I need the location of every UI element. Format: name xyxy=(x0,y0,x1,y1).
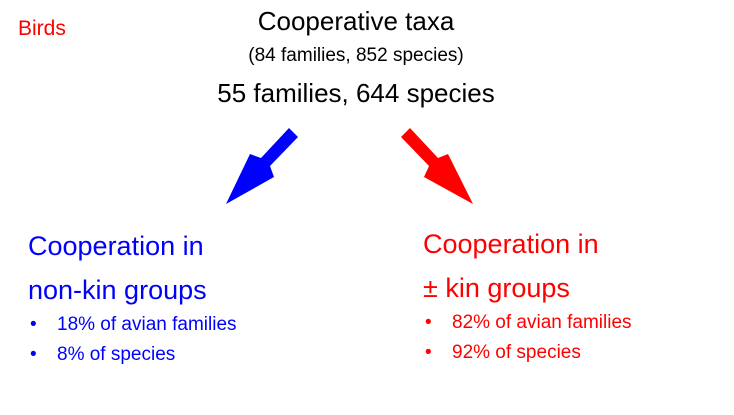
taxon-label: Birds xyxy=(18,17,66,40)
list-item: • 92% of species xyxy=(423,338,632,368)
heading-line: Cooperation in xyxy=(28,231,204,261)
nonkin-bullets: • 18% of avian families • 8% of species xyxy=(28,310,237,370)
bullet-icon: • xyxy=(425,342,432,363)
bullet-icon: • xyxy=(30,344,37,365)
counts: 55 families, 644 species xyxy=(217,78,495,108)
heading-line: Cooperation in xyxy=(423,229,599,259)
bullet-icon: • xyxy=(30,314,37,335)
heading-line: ± kin groups xyxy=(423,273,570,303)
blue-arrow xyxy=(226,128,298,204)
kin-heading: Cooperation in ± kin groups xyxy=(423,222,599,310)
nonkin-heading: Cooperation in non-kin groups xyxy=(28,224,207,312)
red-arrow xyxy=(401,128,473,204)
title: Cooperative taxa xyxy=(257,6,455,36)
subtitle: (84 families, 852 species) xyxy=(248,45,464,66)
bullet-icon: • xyxy=(425,312,432,333)
list-item: • 18% of avian families xyxy=(28,310,237,340)
list-item: • 82% of avian families xyxy=(423,308,632,338)
list-item: • 8% of species xyxy=(28,340,237,370)
heading-line: non-kin groups xyxy=(28,275,207,305)
kin-bullets: • 82% of avian families • 92% of species xyxy=(423,308,632,368)
